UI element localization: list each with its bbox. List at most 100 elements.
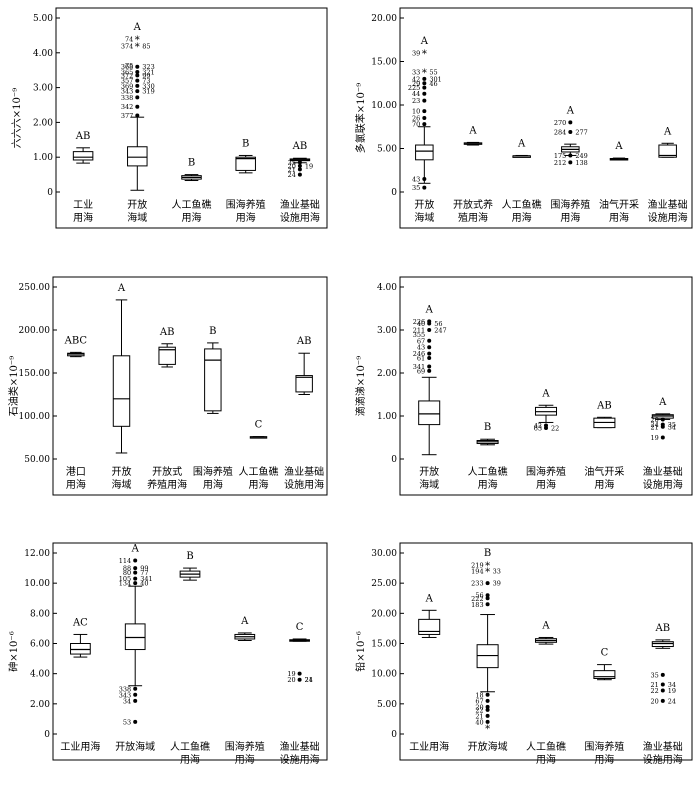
panel-frame xyxy=(55,7,328,229)
outlier-point xyxy=(297,167,302,172)
category-label: 围海养殖 xyxy=(193,465,233,478)
outlier-point xyxy=(660,417,665,422)
outlier-point xyxy=(568,160,573,165)
category-label: 用海 xyxy=(73,211,93,224)
significance-letter: C xyxy=(255,420,263,431)
outlier-label: 21 xyxy=(651,681,659,689)
category-label: 开放海域 xyxy=(115,740,155,753)
significance-letter: AB xyxy=(296,336,312,347)
chart-panel-1: 0 1.00 2.00 3.00 4.00 5.00 六六六×10⁻⁹ AB 工业用海 A *74*… xyxy=(11,7,328,229)
y-axis-label: 砷×10⁻⁶ xyxy=(8,631,20,671)
y-tick-label: 10.00 xyxy=(371,101,397,111)
outlier-label: 61 xyxy=(417,354,425,362)
outlier-star: * xyxy=(485,724,490,735)
y-tick-label: 20.00 xyxy=(371,14,397,24)
outlier-label: 85 xyxy=(142,42,150,50)
outlier-label: 211 xyxy=(413,327,425,335)
category-label: 用海 xyxy=(609,211,629,224)
outlier-label: 338 xyxy=(121,94,133,102)
outlier-label: 77 xyxy=(140,569,148,577)
outlier-label: 39 xyxy=(493,580,501,588)
category-label: 人工鱼礁 xyxy=(239,465,279,478)
outlier-point xyxy=(485,593,490,598)
outlier-label: 222 xyxy=(471,595,483,603)
outlier-label: 73 xyxy=(142,77,150,85)
outlier-label: 372 xyxy=(121,72,133,80)
outlier-label: 341 xyxy=(413,363,425,371)
y-tick-label: 2.00 xyxy=(30,700,50,710)
y-tick-label: 5.00 xyxy=(377,145,397,155)
outlier-label: 34 xyxy=(668,423,676,431)
outlier-point xyxy=(133,692,138,697)
outlier-label: 33 xyxy=(493,568,501,576)
outlier-point xyxy=(660,672,665,677)
outlier-label: 22 xyxy=(551,425,559,433)
box xyxy=(418,400,441,426)
outlier-label: 63 xyxy=(534,425,542,433)
outlier-label: 377 xyxy=(121,112,133,120)
panel-frame xyxy=(52,542,328,761)
y-tick-label: 10.00 xyxy=(24,579,50,589)
category-label: 油气开采 xyxy=(584,465,624,478)
category-label: 用海 xyxy=(235,753,255,766)
y-tick-label: 0 xyxy=(44,730,50,740)
outlier-label: 19 xyxy=(305,162,313,170)
category-label: 养殖用海 xyxy=(147,478,187,491)
outlier-label: 301 xyxy=(429,75,441,83)
outlier-label: 21 xyxy=(305,676,313,684)
category-label: 人工鱼礁 xyxy=(172,198,212,211)
outlier-label: 183 xyxy=(471,601,483,609)
box-group: AC 工业用海 xyxy=(60,617,100,753)
outlier-point xyxy=(660,424,665,429)
outlier-point xyxy=(485,698,490,703)
category-label: 工业用海 xyxy=(409,740,449,753)
significance-letter: AB xyxy=(596,400,612,411)
outlier-label: 114 xyxy=(119,557,131,565)
y-tick-label: 15.00 xyxy=(371,58,397,68)
outlier-label: 20 xyxy=(651,416,659,424)
outlier-point xyxy=(135,64,140,69)
outlier-label: 99 xyxy=(140,565,148,573)
outlier-point xyxy=(135,83,140,88)
box xyxy=(158,346,176,365)
box-group: A 开放海域 xyxy=(112,283,132,491)
category-label: 用海 xyxy=(180,753,200,766)
y-tick-label: 4.00 xyxy=(33,49,53,59)
outlier-label: 44 xyxy=(412,90,420,98)
outlier-label: 56 xyxy=(475,592,483,600)
category-label: 渔业基础 xyxy=(643,740,683,753)
outlier-point xyxy=(427,345,432,350)
outlier-label: 67 xyxy=(417,337,425,345)
outlier-label: 46 xyxy=(429,80,437,88)
category-label: 人工鱼礁 xyxy=(170,740,210,753)
category-label: 开放 xyxy=(419,465,439,478)
outlier-point xyxy=(133,581,138,586)
outlier-label: 22 xyxy=(475,706,483,714)
box xyxy=(112,355,131,427)
outlier-label: 20 xyxy=(475,703,483,711)
outlier-label: 22 xyxy=(651,687,659,695)
outlier-label: 20 xyxy=(287,676,295,684)
category-label: 用海 xyxy=(66,478,86,491)
category-label: 开放海域 xyxy=(468,740,508,753)
category-label: 设施用海 xyxy=(280,753,320,766)
outlier-label: 355 xyxy=(413,331,425,339)
outlier-label: 20 xyxy=(651,697,659,705)
category-label: 用海 xyxy=(536,478,556,491)
outlier-label: 21 xyxy=(288,166,296,174)
y-axis-label: 六六六×10⁻⁹ xyxy=(11,88,23,148)
panel-frame xyxy=(399,276,693,496)
outlier-point xyxy=(422,185,427,190)
box xyxy=(70,643,91,655)
